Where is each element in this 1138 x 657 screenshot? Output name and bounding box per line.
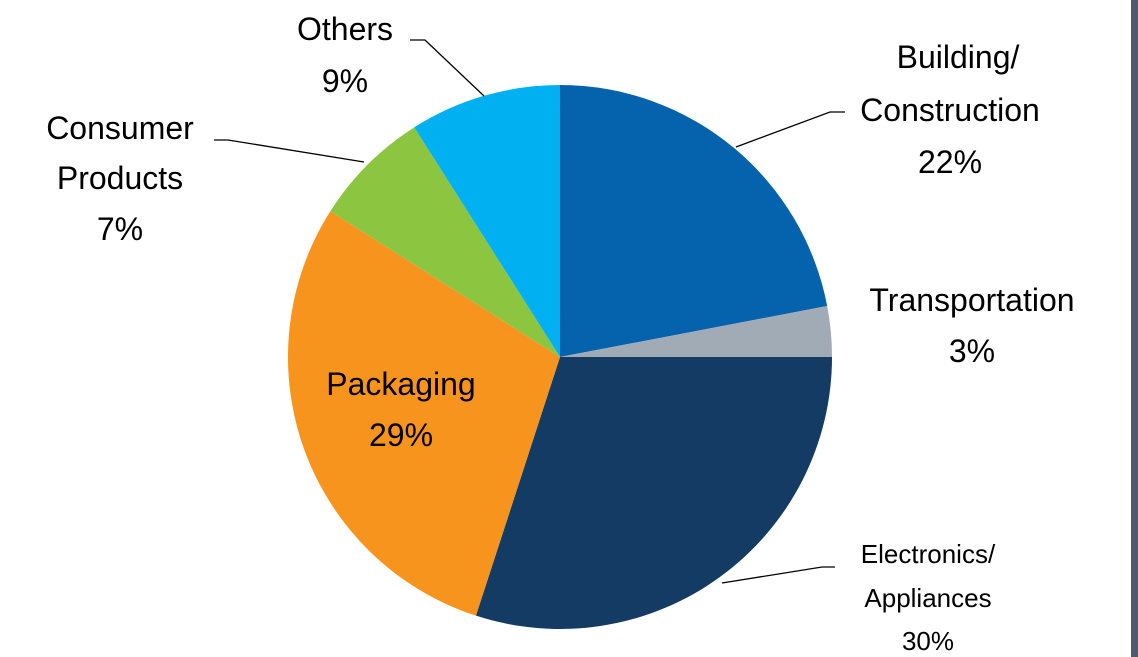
slice-packaging — [288, 211, 560, 616]
leader-electronics — [721, 566, 835, 584]
label-building-pct: 22% — [918, 144, 982, 180]
label-others-pct: 9% — [322, 63, 368, 99]
label-electronics-line1: Electronics/ — [861, 539, 996, 569]
leader-consumer — [214, 139, 365, 163]
pie-slices — [288, 85, 832, 629]
leader-others — [410, 39, 485, 97]
label-electronics-line2: Appliances — [864, 583, 991, 613]
label-others-line1: Others — [297, 11, 393, 47]
label-building-line1: Building/ — [897, 39, 1020, 75]
label-consumer-pct: 7% — [97, 211, 143, 247]
label-building-line2: Construction — [860, 92, 1040, 128]
slice-others — [414, 85, 560, 357]
frame-edge-bar — [1131, 0, 1138, 657]
label-electronics-pct: 30% — [902, 626, 954, 656]
slice-transportation — [560, 306, 832, 357]
label-transportation-line1: Transportation — [869, 282, 1074, 318]
leader-lines — [214, 39, 845, 584]
leader-building — [735, 111, 845, 148]
label-consumer-line2: Products — [57, 160, 183, 196]
slice-consumer-products — [330, 127, 560, 357]
slice-electronics-appliances — [475, 357, 832, 629]
label-packaging-line1: Packaging — [326, 366, 475, 402]
label-packaging-pct: 29% — [369, 417, 433, 453]
label-consumer-line1: Consumer — [46, 110, 194, 146]
slice-building-construction — [560, 85, 828, 357]
label-transportation-pct: 3% — [949, 333, 995, 369]
